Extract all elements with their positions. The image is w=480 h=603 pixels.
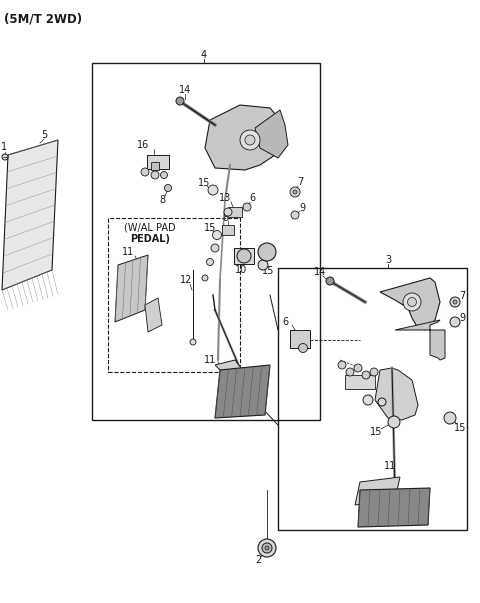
Circle shape — [2, 154, 8, 160]
Circle shape — [211, 244, 219, 252]
Circle shape — [293, 190, 297, 194]
Circle shape — [208, 185, 218, 195]
Polygon shape — [145, 298, 162, 332]
Circle shape — [403, 293, 421, 311]
Bar — [345, 375, 375, 389]
Text: 7: 7 — [459, 291, 465, 301]
Text: 6: 6 — [249, 193, 255, 203]
Circle shape — [240, 130, 260, 150]
Bar — [278, 268, 467, 530]
Bar — [234, 248, 254, 264]
Circle shape — [346, 368, 354, 376]
Circle shape — [299, 344, 308, 353]
Circle shape — [370, 368, 378, 376]
Text: 13: 13 — [219, 193, 231, 203]
Polygon shape — [215, 360, 265, 405]
Circle shape — [338, 361, 346, 369]
Bar — [147, 155, 169, 169]
Bar — [108, 218, 240, 372]
Text: 5: 5 — [41, 130, 47, 140]
Circle shape — [213, 230, 221, 239]
Circle shape — [258, 260, 268, 270]
Bar — [228, 207, 242, 217]
Text: 8: 8 — [159, 195, 165, 205]
Circle shape — [362, 371, 370, 379]
Bar — [290, 330, 310, 348]
Circle shape — [408, 297, 417, 306]
Text: 1: 1 — [1, 142, 7, 152]
Polygon shape — [380, 278, 440, 330]
Text: 9: 9 — [459, 313, 465, 323]
Text: 9: 9 — [299, 203, 305, 213]
Polygon shape — [115, 255, 148, 322]
Text: 3: 3 — [385, 255, 391, 265]
Text: 8: 8 — [222, 213, 228, 223]
Text: 6: 6 — [282, 317, 288, 327]
Text: 15: 15 — [454, 423, 466, 433]
Text: 12: 12 — [180, 275, 192, 285]
Circle shape — [354, 364, 362, 372]
Circle shape — [326, 277, 334, 285]
Text: PEDAL): PEDAL) — [130, 234, 170, 244]
Circle shape — [444, 412, 456, 424]
Circle shape — [450, 317, 460, 327]
Polygon shape — [355, 477, 400, 505]
Circle shape — [258, 539, 276, 557]
Bar — [151, 162, 159, 170]
Text: 14: 14 — [314, 267, 326, 277]
Circle shape — [202, 275, 208, 281]
Text: 11: 11 — [384, 461, 396, 471]
Text: 11: 11 — [122, 247, 134, 257]
Circle shape — [224, 208, 232, 216]
Bar — [92, 63, 320, 420]
Polygon shape — [2, 140, 58, 290]
Text: 10: 10 — [235, 265, 247, 275]
Circle shape — [176, 97, 184, 105]
Circle shape — [243, 203, 251, 211]
Text: 16: 16 — [137, 140, 149, 150]
Circle shape — [265, 546, 269, 550]
Text: 15: 15 — [198, 178, 210, 188]
Circle shape — [291, 211, 299, 219]
Circle shape — [165, 185, 171, 192]
Circle shape — [206, 259, 214, 265]
Circle shape — [262, 543, 272, 553]
Polygon shape — [215, 365, 270, 418]
Circle shape — [190, 339, 196, 345]
Circle shape — [450, 297, 460, 307]
Polygon shape — [375, 368, 418, 420]
Circle shape — [258, 243, 276, 261]
Circle shape — [245, 135, 255, 145]
Polygon shape — [205, 105, 280, 170]
Circle shape — [160, 171, 168, 178]
Circle shape — [237, 249, 251, 263]
Text: 15: 15 — [204, 223, 216, 233]
Text: 15: 15 — [370, 427, 382, 437]
Text: 11: 11 — [204, 355, 216, 365]
Text: (W/AL PAD: (W/AL PAD — [124, 223, 176, 233]
Circle shape — [388, 416, 400, 428]
Text: 7: 7 — [297, 177, 303, 187]
Polygon shape — [395, 320, 445, 360]
Text: 15: 15 — [262, 266, 274, 276]
Circle shape — [151, 171, 159, 179]
Text: 2: 2 — [255, 555, 261, 565]
Polygon shape — [358, 488, 430, 527]
Bar — [222, 225, 234, 235]
Circle shape — [363, 395, 373, 405]
Text: 14: 14 — [179, 85, 191, 95]
Circle shape — [290, 187, 300, 197]
Polygon shape — [255, 110, 288, 158]
Circle shape — [141, 168, 149, 176]
Text: (5M/T 2WD): (5M/T 2WD) — [4, 12, 82, 25]
Circle shape — [453, 300, 457, 304]
Text: 4: 4 — [201, 50, 207, 60]
Circle shape — [378, 398, 386, 406]
